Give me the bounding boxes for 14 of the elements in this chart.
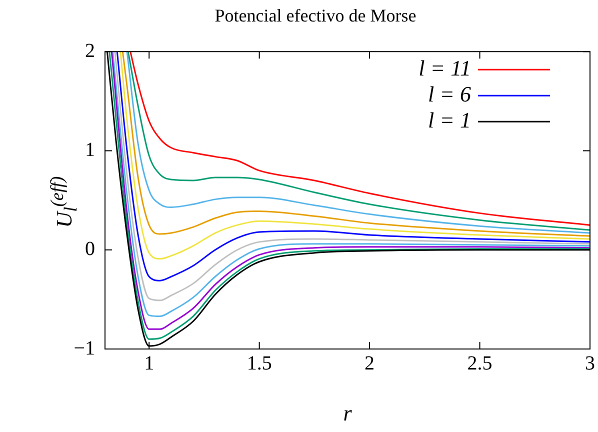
legend-label: l = 6 (428, 81, 471, 106)
x-tick-label: 1 (144, 352, 154, 374)
x-tick-label: 3 (585, 352, 595, 374)
chart-title: Potencial efectivo de Morse (214, 6, 416, 26)
y-tick-label: 1 (85, 138, 95, 161)
legend-label: l = 1 (428, 107, 471, 132)
x-tick-label: 1.5 (246, 352, 272, 374)
x-axis-title: r (343, 400, 352, 426)
x-tick-label: 2.5 (467, 352, 492, 374)
x-tick-label: 2 (364, 352, 375, 374)
y-tick-label: 0 (85, 238, 95, 260)
legend-label: l = 11 (418, 55, 471, 80)
y-tick-label: 2 (85, 40, 95, 62)
y-tick-label: −1 (74, 337, 95, 360)
